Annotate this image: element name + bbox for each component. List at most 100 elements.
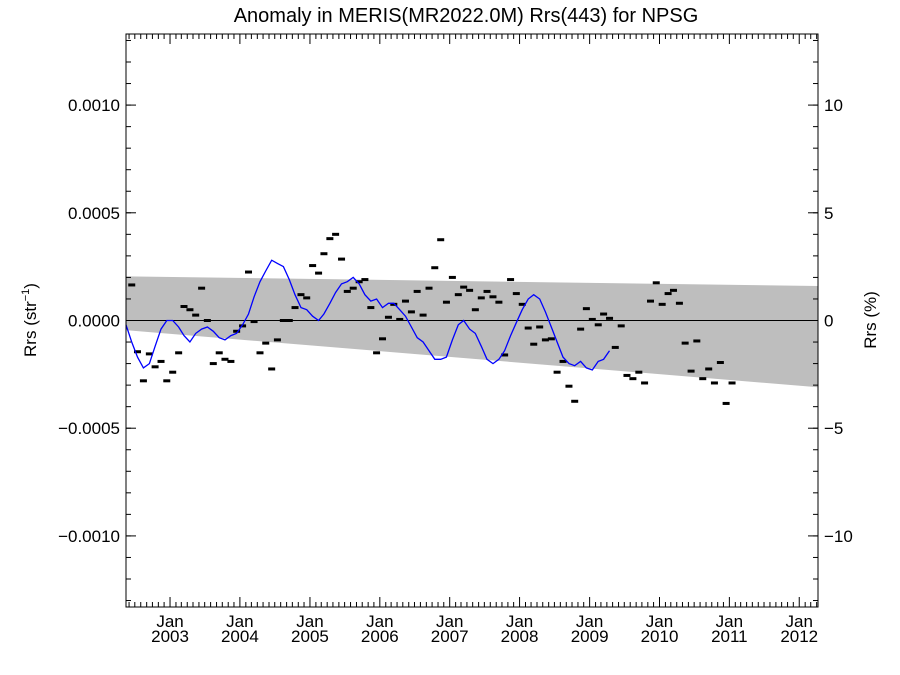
data-point-marker <box>291 306 299 310</box>
smoothed-series-line <box>125 259 611 371</box>
data-point-marker <box>169 370 177 374</box>
data-point-marker <box>681 341 689 345</box>
data-point-marker <box>227 359 235 363</box>
data-point-marker <box>396 317 404 321</box>
data-point-marker <box>297 293 305 297</box>
data-point-marker <box>180 304 188 308</box>
data-point-marker <box>617 324 625 328</box>
x-tick-year-label: 2005 <box>291 627 329 646</box>
x-tick-month-label: Jan <box>506 612 533 631</box>
data-point-marker <box>471 308 479 312</box>
data-point-marker <box>145 352 153 356</box>
x-tick-month-label: Jan <box>786 612 813 631</box>
y-tick-label: 0.0010 <box>68 96 120 115</box>
data-point-marker <box>320 252 328 256</box>
data-point-marker <box>128 283 136 287</box>
data-point-marker <box>338 257 346 261</box>
x-tick-year-label: 2009 <box>571 627 609 646</box>
data-point-marker <box>705 367 713 371</box>
data-point-marker <box>664 292 672 296</box>
data-point-marker <box>262 341 270 345</box>
data-point-marker <box>198 286 206 290</box>
x-tick-year-label: 2006 <box>361 627 399 646</box>
data-point-marker <box>524 326 532 330</box>
data-point-marker <box>629 377 637 381</box>
data-point-marker <box>157 359 165 363</box>
data-point-marker <box>256 351 264 355</box>
data-point-marker <box>652 281 660 285</box>
envelope-layer <box>126 276 818 388</box>
data-point-marker <box>710 381 718 385</box>
data-point-marker <box>209 362 217 366</box>
data-point-marker <box>349 286 357 290</box>
data-point-marker <box>268 367 276 371</box>
data-point-marker <box>501 353 509 357</box>
data-point-marker <box>133 350 141 354</box>
data-point-marker <box>326 237 334 241</box>
data-point-marker <box>541 338 549 342</box>
data-point-marker <box>401 299 409 303</box>
data-point-marker <box>641 381 649 385</box>
x-tick-month-label: Jan <box>576 612 603 631</box>
data-point-marker <box>571 399 579 403</box>
data-point-marker <box>530 342 538 346</box>
x-tick-year-label: 2007 <box>431 627 469 646</box>
data-point-marker <box>722 401 730 405</box>
y2-tick-label: 5 <box>824 204 833 223</box>
data-point-marker <box>390 302 398 306</box>
data-point-marker <box>413 289 421 293</box>
data-point-marker <box>221 357 229 361</box>
data-point-marker <box>192 313 200 317</box>
x-tick-year-label: 2003 <box>151 627 189 646</box>
y-axis-label-main: Rrs (str <box>21 301 40 357</box>
data-point-marker <box>203 319 211 322</box>
y2-tick-label: 10 <box>824 96 843 115</box>
data-point-marker <box>507 278 515 282</box>
data-point-marker <box>623 373 631 377</box>
data-point-marker <box>606 316 614 320</box>
data-point-marker <box>547 337 555 341</box>
data-point-marker <box>477 296 485 300</box>
data-point-marker <box>594 323 602 327</box>
data-point-marker <box>536 325 544 329</box>
y-tick-label: 0.0000 <box>68 312 120 331</box>
y-axis-label-sup: −1 <box>20 289 32 302</box>
data-point-marker <box>728 381 736 385</box>
data-point-marker <box>250 320 258 324</box>
x-tick-month-label: Jan <box>716 612 743 631</box>
data-point-marker <box>577 327 585 331</box>
data-point-marker <box>716 361 724 365</box>
data-point-marker <box>273 338 281 342</box>
y2-tick-label: 0 <box>824 312 833 331</box>
y-axis-label-close: ) <box>21 283 40 289</box>
data-point-marker <box>693 339 701 343</box>
data-point-marker <box>285 319 293 322</box>
data-point-marker <box>495 300 503 304</box>
data-point-marker <box>175 351 183 355</box>
data-point-marker <box>565 384 573 388</box>
x-tick-month-label: Jan <box>296 612 323 631</box>
axis-layer: −0.0010 −0.0005 0.0000 0.0005 0.0010 −10 −5 0 5 1… <box>58 34 853 646</box>
data-point-marker <box>384 315 392 319</box>
x-tick-year-label: 2011 <box>711 627 748 646</box>
x-tick-year-label: 2010 <box>641 627 679 646</box>
x-tick-year-label: 2012 <box>780 627 818 646</box>
data-point-marker <box>611 345 619 349</box>
y2-axis-label: Rrs (%) <box>861 291 880 349</box>
data-point-marker <box>186 308 194 312</box>
y-tick-label: 0.0005 <box>68 204 120 223</box>
data-point-marker <box>163 379 171 383</box>
data-point-marker <box>355 280 363 284</box>
x-tick-month-label: Jan <box>226 612 253 631</box>
data-point-marker <box>518 302 526 306</box>
data-point-marker <box>489 295 497 299</box>
data-point-marker <box>431 266 439 270</box>
data-point-marker <box>658 302 666 306</box>
data-point-marker <box>553 370 561 374</box>
x-tick-month-label: Jan <box>366 612 393 631</box>
data-point-marker <box>407 310 415 314</box>
data-point-marker <box>559 359 567 363</box>
data-point-marker <box>245 270 253 274</box>
data-point-marker <box>687 369 695 373</box>
data-point-marker <box>279 319 287 322</box>
